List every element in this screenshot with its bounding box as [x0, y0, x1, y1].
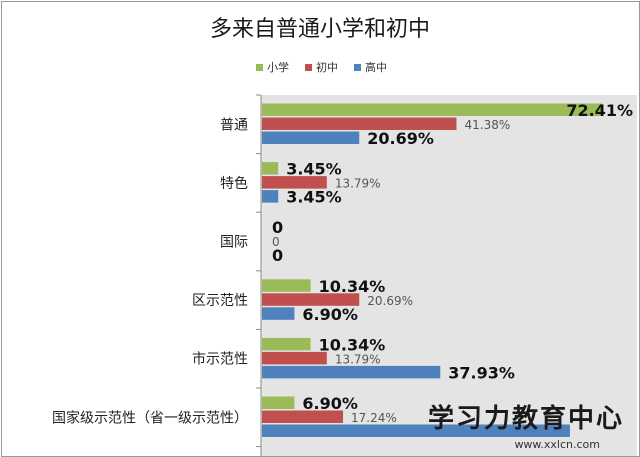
watermark: 学习力教育中心 www.xxlcn.com — [428, 403, 624, 451]
legend-label: 高中 — [365, 60, 387, 74]
category-label: 市示范性 — [192, 351, 248, 368]
data-label: 0 — [272, 218, 283, 237]
category-ticks — [256, 94, 261, 448]
data-label: 20.69% — [367, 129, 434, 148]
bar — [262, 131, 360, 144]
legend-swatch — [354, 64, 361, 71]
watermark-text: 学习力教育中心 — [428, 403, 624, 434]
category-label: 区示范性 — [192, 292, 248, 309]
data-label: 3.45% — [286, 188, 342, 207]
bar — [262, 365, 441, 379]
category-label: 普通 — [220, 117, 248, 133]
bar — [262, 424, 570, 437]
data-label: 6.90% — [302, 305, 358, 324]
bar — [262, 351, 327, 365]
data-labels: 72.41%41.38%20.69%3.45%13.79%3.45%00010.… — [272, 101, 633, 425]
bar — [262, 190, 279, 203]
bar — [262, 396, 295, 409]
data-label: 0 — [272, 246, 283, 265]
legend: 小学 初中 高中 — [256, 60, 387, 74]
data-label: 10.34% — [319, 335, 386, 354]
data-label: 20.69% — [367, 294, 413, 308]
bar — [262, 337, 311, 351]
data-label: 3.45% — [286, 160, 342, 179]
bar — [262, 279, 311, 292]
bar — [262, 293, 360, 306]
legend-label: 初中 — [316, 60, 338, 74]
category-label: 国家级示范性（省一级示范性） — [52, 409, 248, 426]
data-label: 0 — [272, 235, 280, 249]
data-label: 13.79% — [335, 352, 381, 366]
category-label: 国际 — [220, 235, 248, 251]
chart-title: 多来自普通小学和初中 — [210, 17, 430, 42]
legend-swatch — [305, 64, 312, 71]
data-label: 6.90% — [302, 394, 358, 413]
data-label: 17.24% — [351, 411, 397, 425]
legend-swatch — [256, 64, 263, 71]
bar — [262, 410, 344, 423]
bar — [262, 176, 327, 189]
legend-label: 小学 — [267, 60, 289, 74]
data-label: 72.41% — [566, 101, 633, 120]
data-label: 37.93% — [448, 363, 515, 382]
bars — [262, 103, 603, 437]
bar — [262, 162, 279, 175]
bar — [262, 117, 457, 130]
watermark-url: www.xxlcn.com — [514, 438, 600, 451]
bar — [262, 103, 603, 116]
category-label: 特色 — [220, 175, 248, 192]
plot-area — [261, 95, 637, 456]
bar — [262, 307, 295, 320]
data-label: 13.79% — [335, 177, 381, 191]
data-label: 10.34% — [319, 277, 386, 296]
data-label: 41.38% — [464, 118, 510, 132]
